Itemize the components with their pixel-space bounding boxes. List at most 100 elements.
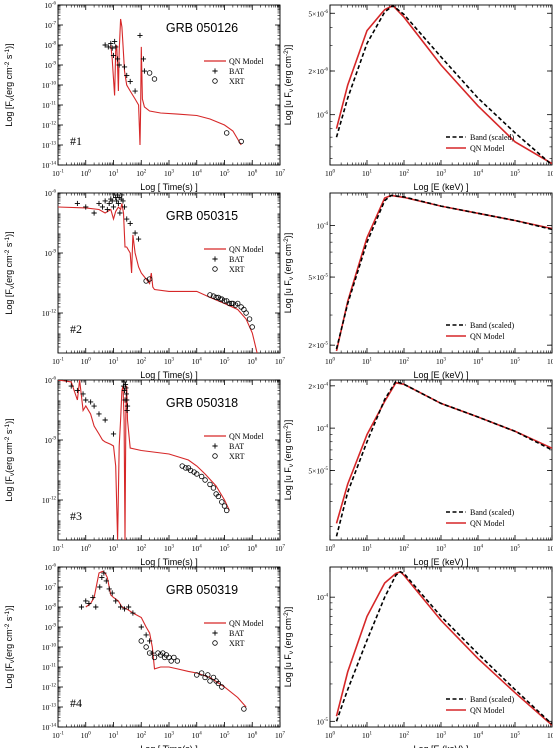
bat-point — [127, 220, 133, 227]
x-tick-label: 101 — [109, 357, 120, 366]
panel-title: GRB 050315 — [166, 209, 238, 223]
y-tick-label: 10-9 — [44, 623, 56, 632]
panel-annotation: #2 — [70, 322, 82, 336]
x-tick-label: 104 — [473, 357, 484, 366]
x-tick-label: 102 — [399, 357, 410, 366]
x-tick-label: 103 — [436, 544, 447, 553]
xrt-point — [174, 658, 181, 664]
x-tick-label: 101 — [362, 169, 373, 178]
lightcurve-panel-2: 10-1 100 101 102 103 104 105 106 107 10-12 10-9 10-… — [4, 189, 286, 380]
x-tick-label: 105 — [510, 731, 521, 740]
x-tick-label: 105 — [510, 544, 521, 553]
legend-band-label: Band (scaled) — [470, 695, 515, 704]
x-tick-label: 106 — [547, 169, 553, 178]
xrt-point — [241, 706, 247, 712]
y-tick-label: 10-4 — [316, 424, 328, 433]
xrt-point — [219, 499, 225, 505]
xrt-point — [207, 678, 213, 684]
x-tick-label: 106 — [247, 544, 258, 553]
bat-point — [141, 68, 148, 74]
bat-point — [117, 604, 124, 610]
bat-point — [117, 210, 123, 216]
y-axis-label: Log [Fν(erg cm-2 s-1)] — [4, 43, 16, 126]
x-tick-label: 106 — [547, 731, 553, 740]
panel-title: GRB 050318 — [166, 396, 238, 410]
x-axis-label: Log [E (keV) ] — [413, 370, 468, 380]
bat-point — [124, 407, 130, 414]
xrt-point — [217, 296, 223, 302]
x-tick-label: 101 — [109, 731, 120, 740]
legend-model-label: QN Model — [470, 144, 505, 153]
lightcurve-panel-1: 10-1 100 101 102 103 104 105 106 107 10-14 10-13 10… — [4, 1, 286, 192]
y-axis-label: Log [u Fν (erg cm-2)] — [283, 420, 295, 501]
y-axis-label: Log [u Fν (erg cm-2)] — [283, 607, 295, 688]
legend-model-label: QN Model — [470, 519, 505, 528]
x-tick-label: 105 — [220, 544, 231, 553]
legend-bat-label: BAT — [229, 629, 244, 638]
xrt-point — [138, 638, 144, 644]
y-tick-label: 10-6 — [44, 1, 56, 10]
bat-point — [106, 586, 112, 592]
bat-point — [132, 88, 138, 94]
legend-model-label: QN Model — [470, 332, 505, 341]
bat-point — [80, 391, 86, 397]
x-tick-label: 101 — [362, 357, 373, 366]
y-tick-label: 10-13 — [42, 141, 57, 150]
qn-model-curve — [335, 5, 552, 165]
x-tick-label: 100 — [325, 544, 336, 553]
y-tick-label: 10-11 — [42, 663, 56, 672]
legend-model-label: QN Model — [470, 706, 505, 715]
bat-point — [88, 399, 94, 405]
legend: Band (scaled) QN Model — [446, 695, 515, 715]
x-axis-label: Log [E (keV) ] — [413, 744, 468, 748]
xrt-point — [183, 465, 189, 471]
qn-model-curve — [335, 570, 552, 726]
x-tick-label: 107 — [275, 357, 286, 366]
bat-point — [91, 403, 97, 409]
panel-annotation: #1 — [70, 134, 82, 148]
legend-bat-swatch — [212, 443, 218, 449]
bat-point — [132, 230, 138, 236]
xrt-point — [202, 477, 208, 483]
x-tick-label: 103 — [164, 544, 175, 553]
x-tick-label: 100 — [81, 357, 92, 366]
y-tick-label: 10-9 — [44, 61, 56, 70]
xrt-point — [194, 471, 200, 477]
legend-bat-label: BAT — [229, 442, 244, 451]
x-tick-label: 105 — [220, 731, 231, 740]
x-tick-label: 101 — [362, 731, 373, 740]
bat-point — [83, 204, 89, 210]
bat-point — [124, 403, 131, 409]
bat-point — [121, 204, 128, 210]
bat-point — [86, 600, 92, 607]
x-tick-label: 10-1 — [52, 544, 64, 553]
y-tick-label: 10-12 — [42, 683, 57, 692]
x-tick-label: 104 — [192, 731, 203, 740]
spectrum-panel-4: 100 101 102 103 104 105 106 10-5 10-4 Band (scale… — [283, 566, 553, 748]
x-tick-label: 104 — [473, 169, 484, 178]
bat-point — [112, 38, 118, 45]
band-curve — [335, 5, 552, 165]
x-tick-label: 101 — [362, 544, 373, 553]
bat-point — [124, 216, 130, 222]
band-curve — [335, 380, 552, 537]
bat-point — [102, 198, 108, 204]
y-tick-label: 10-13 — [42, 703, 57, 712]
y-tick-label: 10-12 — [42, 309, 57, 318]
bat-point — [135, 236, 142, 242]
y-tick-label: 10-8 — [44, 603, 56, 612]
bat-point — [119, 193, 125, 198]
xrt-point — [171, 654, 177, 661]
bat-point — [63, 380, 69, 383]
legend-xrt-swatch — [212, 453, 218, 459]
bat-point — [90, 594, 96, 601]
qn-model-curve — [335, 381, 552, 524]
y-axis-label: Log [u Fν (erg cm-2)] — [283, 233, 295, 314]
xrt-point — [151, 76, 158, 82]
y-tick-label: 10-10 — [42, 81, 57, 90]
legend-model-label: QN Model — [229, 57, 264, 66]
x-tick-label: 100 — [81, 169, 92, 178]
x-tick-label: 104 — [192, 357, 203, 366]
x-tick-label: 104 — [192, 169, 203, 178]
